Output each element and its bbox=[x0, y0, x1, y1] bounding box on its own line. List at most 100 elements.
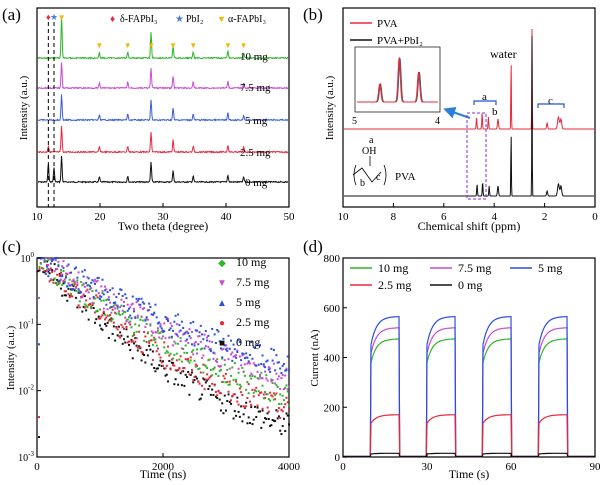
trpl-point bbox=[227, 358, 230, 361]
trpl-point bbox=[127, 343, 130, 346]
trpl-point bbox=[182, 333, 185, 336]
trpl-point bbox=[272, 362, 275, 365]
trpl-point bbox=[199, 371, 202, 374]
trpl-point bbox=[47, 264, 50, 267]
trpl-point bbox=[86, 288, 89, 291]
trpl-point bbox=[216, 394, 219, 397]
trpl-point bbox=[56, 273, 59, 276]
xrd-axis: 10 20 30 40 50♦ ★ ▼ bbox=[32, 12, 296, 223]
trpl-point bbox=[151, 331, 154, 334]
trpl-point bbox=[119, 336, 122, 339]
trpl-point bbox=[101, 290, 104, 293]
trpl-point bbox=[267, 366, 270, 369]
trpl-point bbox=[267, 418, 270, 421]
trpl-point bbox=[156, 367, 159, 370]
trpl-point bbox=[158, 353, 161, 356]
trpl-point bbox=[197, 343, 200, 346]
trpl-point bbox=[149, 339, 152, 342]
trpl-point bbox=[241, 352, 244, 355]
trpl-point bbox=[129, 349, 132, 352]
trpl-point bbox=[177, 368, 180, 371]
trpl-point bbox=[102, 312, 105, 315]
trpl-point bbox=[286, 355, 289, 358]
trpl-point bbox=[271, 395, 274, 398]
panel-label-d: (d) bbox=[303, 237, 323, 256]
trpl-point bbox=[53, 270, 56, 273]
photocurrent-legend: 10 mg 7.5 mg 5 mg 2.5 mg 0 mg bbox=[350, 261, 562, 292]
trpl-point bbox=[280, 402, 283, 405]
trpl-point bbox=[184, 344, 187, 347]
trpl-point bbox=[266, 412, 269, 415]
trpl-point bbox=[232, 355, 235, 358]
trpl-point bbox=[43, 271, 46, 274]
trpl-point bbox=[282, 362, 285, 365]
trpl-point bbox=[194, 375, 197, 378]
trpl-point bbox=[105, 316, 108, 319]
trpl-point bbox=[58, 274, 61, 277]
trpl-point bbox=[62, 282, 65, 285]
trpl-point bbox=[101, 328, 104, 331]
trpl-point bbox=[149, 348, 152, 351]
trpl-point bbox=[270, 347, 273, 350]
trpl-point bbox=[261, 377, 264, 380]
trpl-point bbox=[192, 353, 195, 356]
xrd-alpha-marker: ▼ bbox=[240, 41, 248, 50]
trpl-point bbox=[286, 388, 289, 391]
trpl-point bbox=[179, 372, 182, 375]
trpl-point bbox=[116, 305, 119, 308]
trpl-point bbox=[235, 354, 238, 357]
trpl-point bbox=[127, 321, 130, 324]
trpl-point bbox=[88, 297, 91, 300]
trpl-point bbox=[133, 307, 136, 310]
trpl-point bbox=[209, 393, 212, 396]
trpl-point bbox=[271, 382, 274, 385]
trpl-point bbox=[148, 309, 151, 312]
trpl-point bbox=[269, 391, 272, 394]
xrd-series-line bbox=[37, 62, 289, 90]
nmr-pva-pbi2-line bbox=[344, 35, 594, 197]
trpl-point bbox=[122, 327, 125, 330]
photocurrent-xtick-label: 90 bbox=[590, 461, 600, 473]
trpl-point bbox=[236, 350, 239, 353]
trpl-point bbox=[233, 393, 236, 396]
trpl-point bbox=[85, 290, 88, 293]
trpl-point bbox=[126, 303, 129, 306]
trpl-point bbox=[130, 303, 133, 306]
trpl-point bbox=[114, 307, 117, 310]
trpl-point bbox=[199, 348, 202, 351]
trpl-point bbox=[204, 378, 207, 381]
trpl-point bbox=[46, 260, 49, 263]
trpl-xtick-label: 0 bbox=[34, 461, 40, 473]
trpl-point bbox=[57, 265, 60, 268]
trpl-point bbox=[109, 306, 112, 309]
trpl-point bbox=[47, 275, 50, 278]
trpl-point bbox=[246, 422, 249, 425]
trpl-point bbox=[114, 302, 117, 305]
trpl-point bbox=[266, 406, 269, 409]
xrd-alpha-peak-marker: ▼ bbox=[58, 13, 66, 22]
trpl-point bbox=[187, 370, 190, 373]
trpl-point bbox=[174, 378, 177, 381]
trpl-point bbox=[114, 339, 117, 342]
trpl-point bbox=[183, 332, 186, 335]
trpl-legend: ◆ 10 mg ▼ 7.5 mg ▲ 5 mg ● 2.5 mg ■ 0 mg bbox=[217, 255, 269, 349]
trpl-point bbox=[170, 335, 173, 338]
trpl-point bbox=[232, 417, 235, 420]
trpl-point bbox=[130, 317, 133, 320]
nmr-xtick-label: 2 bbox=[542, 211, 548, 223]
trpl-point bbox=[138, 303, 141, 306]
trpl-point bbox=[183, 351, 186, 354]
trpl-point bbox=[178, 330, 181, 333]
trpl-point bbox=[194, 365, 197, 368]
trpl-point bbox=[264, 417, 267, 420]
trpl-point bbox=[211, 382, 214, 385]
trpl-point bbox=[100, 285, 103, 288]
trpl-point bbox=[259, 410, 262, 413]
trpl-point bbox=[174, 342, 177, 345]
trpl-point bbox=[230, 402, 233, 405]
trpl-point bbox=[221, 357, 224, 360]
trpl-point bbox=[109, 301, 112, 304]
trpl-point bbox=[115, 326, 118, 329]
trpl-point bbox=[216, 397, 219, 400]
trpl-point bbox=[41, 257, 44, 259]
